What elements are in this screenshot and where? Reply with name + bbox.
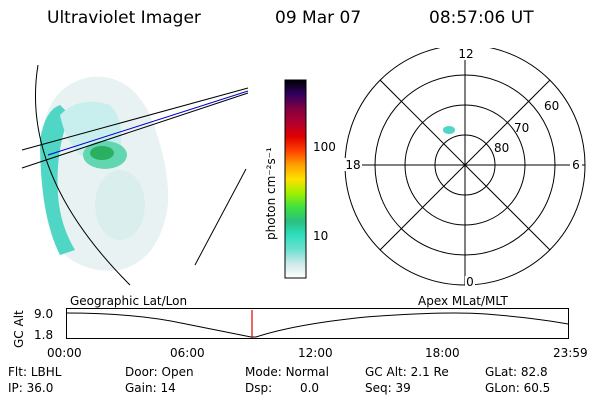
- geographic-image: [21, 64, 249, 286]
- grid-line-right: [194, 168, 247, 266]
- limb-arc: [35, 64, 131, 286]
- lat-label-80: 80: [494, 141, 509, 155]
- info-glat: GLat: 82.8: [485, 365, 548, 379]
- lat-label-60: 60: [544, 99, 559, 113]
- polar-emission-spot: [443, 126, 455, 134]
- colorbar-label: photon cm⁻²s⁻¹: [264, 147, 278, 240]
- info-ip: IP: 36.0: [8, 381, 54, 395]
- grid-line-lower: [21, 92, 249, 169]
- xtick-1200: 12:00: [298, 346, 333, 360]
- info-flt: Flt: LBHL: [8, 365, 62, 379]
- timeline-frame: [66, 308, 569, 339]
- blue-grid-line: [47, 90, 249, 156]
- mlt-label-12: 12: [458, 48, 473, 61]
- colorbar: [284, 79, 307, 279]
- timeline-ymax: 9.0: [34, 307, 54, 321]
- colorbar-tick-100: 100: [313, 140, 336, 154]
- info-mode: Mode: Normal: [245, 365, 329, 379]
- xtick-2359: 23:59: [553, 346, 588, 360]
- info-gain: Gain: 14: [125, 381, 176, 395]
- grid-line-upper: [21, 87, 249, 151]
- altitude-timeline: [66, 308, 569, 339]
- timeline-ymin: 1.8: [34, 328, 54, 342]
- timeline-ylabel: GC Alt: [12, 310, 26, 348]
- geographic-title: Geographic Lat/Lon: [70, 294, 188, 308]
- xtick-0600: 06:00: [170, 346, 205, 360]
- mlt-label-18: 18: [345, 158, 360, 172]
- polar-plot: 12 18 6 0 60 70 80: [344, 48, 586, 288]
- info-glon: GLon: 60.5: [485, 381, 551, 395]
- info-door: Door: Open: [125, 365, 194, 379]
- info-dsp: Dsp: 0.0: [245, 381, 320, 395]
- mlt-label-0: 0: [466, 275, 474, 288]
- colorbar-tick-10: 10: [313, 229, 329, 243]
- info-gc-alt: GC Alt: 2.1 Re: [365, 365, 449, 379]
- mlt-label-6: 6: [572, 158, 580, 172]
- info-seq: Seq: 39: [365, 381, 411, 395]
- altitude-curve: [66, 312, 569, 338]
- lat-label-70: 70: [514, 121, 529, 135]
- date-label: 09 Mar 07: [275, 8, 362, 28]
- instrument-title: Ultraviolet Imager: [47, 8, 201, 28]
- apex-title: Apex MLat/MLT: [418, 294, 508, 308]
- time-label: 08:57:06 UT: [429, 8, 534, 28]
- polar-diagonal-2: [379, 79, 551, 251]
- xtick-1800: 18:00: [425, 346, 460, 360]
- auroral-emission-field: [40, 76, 169, 271]
- xtick-0000: 00:00: [47, 346, 82, 360]
